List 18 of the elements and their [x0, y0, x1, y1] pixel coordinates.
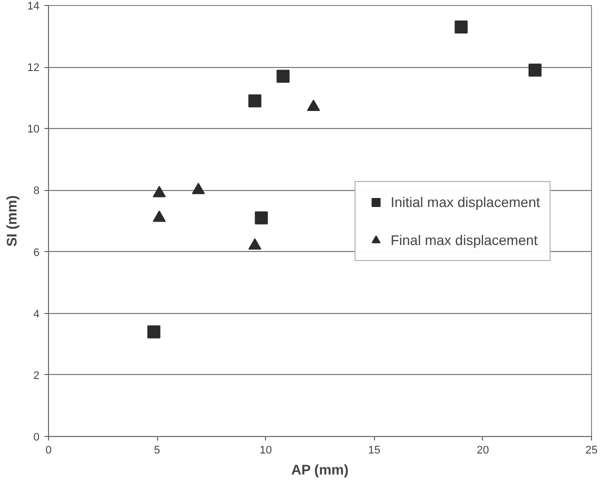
y-tick-label: 14 [27, 0, 40, 12]
y-tick-label: 12 [27, 62, 40, 74]
y-tick-label: 4 [33, 308, 40, 320]
y-tick-label: 0 [33, 432, 40, 444]
y-tick-label: 8 [33, 185, 40, 198]
x-tick-label: 20 [476, 444, 490, 456]
x-tick-label: 15 [368, 444, 380, 456]
y-axis-title: SI (mm) [3, 195, 20, 247]
legend-label: Final max displacement [390, 232, 538, 248]
y-tick-label: 2 [33, 370, 40, 382]
y-tick-label: 10 [27, 124, 40, 136]
x-tick-label: 0 [45, 444, 52, 456]
x-tick-label: 5 [154, 444, 160, 456]
x-axis-title: AP (mm) [291, 462, 349, 478]
x-tick-label: 25 [585, 444, 598, 456]
x-tick-label: 10 [260, 444, 272, 456]
y-tick-label: 6 [33, 246, 40, 259]
legend-label: Initial max displacement [390, 194, 540, 210]
